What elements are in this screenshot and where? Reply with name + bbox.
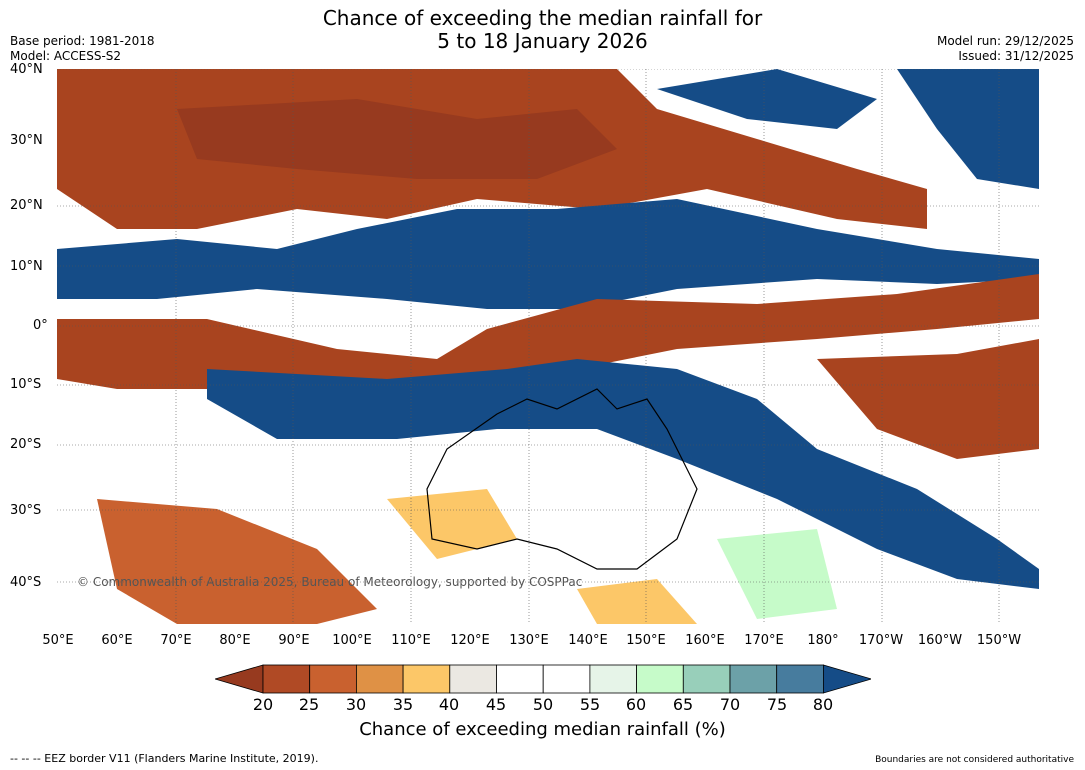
lat-label: 40°N xyxy=(10,62,43,77)
colorbar-tick-label: 80 xyxy=(812,695,834,714)
colorbar-tick-label: 25 xyxy=(298,695,320,714)
colorbar-swatch xyxy=(589,664,637,694)
colorbar-tick-label: 35 xyxy=(392,695,414,714)
colorbar-tick-label: 65 xyxy=(672,695,694,714)
eez-border-note: -- -- -- EEZ border V11 (Flanders Marine… xyxy=(10,752,319,765)
lon-label: 50°E xyxy=(42,633,74,648)
boundaries-disclaimer: Boundaries are not considered authoritat… xyxy=(875,755,1074,765)
colorbar-tick-label: 50 xyxy=(532,695,554,714)
lon-label: 160°W xyxy=(917,633,963,648)
lon-label: 140°E xyxy=(568,633,608,648)
colorbar-tick-label: 20 xyxy=(252,695,274,714)
colorbar-tick-label: 55 xyxy=(579,695,601,714)
rainfall-map xyxy=(57,69,1039,624)
colorbar-tick-label: 30 xyxy=(345,695,367,714)
colorbar-swatch xyxy=(449,664,497,694)
colorbar-tick-label: 40 xyxy=(438,695,460,714)
colorbar-tick-label: 70 xyxy=(719,695,741,714)
lon-label: 110°E xyxy=(391,633,431,648)
lon-label: 150°E xyxy=(626,633,666,648)
lon-label: 100°E xyxy=(332,633,372,648)
lon-label: 60°E xyxy=(101,633,133,648)
lon-label: 120°E xyxy=(450,633,490,648)
lat-label: 10°S xyxy=(10,377,42,392)
colorbar-swatch xyxy=(636,664,684,694)
colorbar-tick-label: 60 xyxy=(625,695,647,714)
colorbar-tick-label: 45 xyxy=(485,695,507,714)
lat-label: 0° xyxy=(33,318,48,333)
base-period: Base period: 1981-2018 xyxy=(10,34,155,48)
colorbar-swatch xyxy=(309,664,357,694)
colorbar-extend-low xyxy=(215,664,264,694)
lat-label: 40°S xyxy=(10,575,42,590)
copyright-notice: © Commonwealth of Australia 2025, Bureau… xyxy=(77,575,583,589)
lat-label: 30°S xyxy=(10,503,42,518)
lon-label: 130°E xyxy=(509,633,549,648)
colorbar-swatch xyxy=(496,664,544,694)
model-name: Model: ACCESS-S2 xyxy=(10,49,122,63)
lon-label: 90°E xyxy=(278,633,310,648)
model-run: Model run: 29/12/2025 xyxy=(936,34,1074,48)
colorbar-swatch xyxy=(682,664,731,694)
colorbar xyxy=(215,664,871,694)
colorbar-swatch xyxy=(355,664,404,694)
lon-label: 160°E xyxy=(685,633,725,648)
colorbar-swatch xyxy=(776,664,824,694)
lon-label: 150°W xyxy=(976,633,1022,648)
lon-label: 180° xyxy=(807,633,839,648)
issued-date: Issued: 31/12/2025 xyxy=(958,49,1074,63)
lon-label: 170°E xyxy=(744,633,784,648)
map-title-line1: Chance of exceeding the median rainfall … xyxy=(322,6,763,30)
map-title-line2: 5 to 18 January 2026 xyxy=(437,29,648,53)
lon-label: 80°E xyxy=(219,633,251,648)
gridlines xyxy=(57,69,1039,624)
lat-label: 30°N xyxy=(10,133,43,148)
colorbar-swatch xyxy=(262,664,311,694)
colorbar-title: Chance of exceeding median rainfall (%) xyxy=(359,719,726,740)
colorbar-extend-high xyxy=(823,664,871,694)
colorbar-swatch xyxy=(542,664,591,694)
lat-label: 20°S xyxy=(10,437,42,452)
lat-label: 10°N xyxy=(10,259,43,274)
lon-label: 170°W xyxy=(858,633,904,648)
colorbar-swatch xyxy=(729,664,778,694)
australia-outline xyxy=(426,388,698,570)
colorbar-tick-label: 75 xyxy=(766,695,788,714)
lat-label: 20°N xyxy=(10,198,43,213)
rainfall-fields xyxy=(57,69,1039,624)
lon-label: 70°E xyxy=(160,633,192,648)
colorbar-swatch xyxy=(402,664,451,694)
